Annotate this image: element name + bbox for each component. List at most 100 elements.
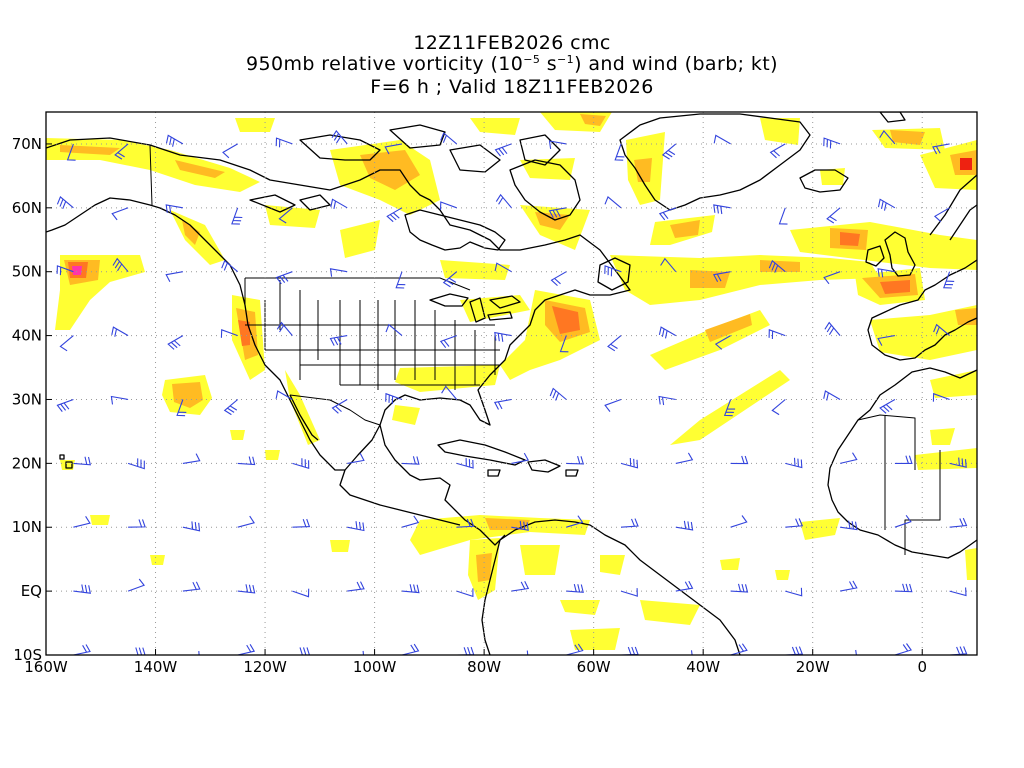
wind-barb <box>456 518 475 528</box>
vort-patch <box>965 548 977 580</box>
wind-barb <box>128 519 146 528</box>
vort-patch <box>760 260 800 272</box>
coast-africa <box>827 367 977 559</box>
wind-barb <box>292 458 310 470</box>
lat-label: EQ <box>21 582 42 600</box>
vort-patch <box>720 558 740 570</box>
wind-barb <box>566 583 584 593</box>
coast-baffin <box>509 159 581 221</box>
lat-label: 10N <box>12 518 42 536</box>
wind-barb <box>675 452 694 464</box>
wind-barb <box>494 331 512 342</box>
wind-barb <box>730 583 749 593</box>
wind-barb <box>165 271 183 282</box>
political-borders <box>149 144 500 390</box>
vort-patch <box>552 306 580 334</box>
lon-label: 100W <box>353 658 397 676</box>
wind-barb <box>401 584 420 594</box>
title-field-mid: s <box>540 53 558 75</box>
wind-barb <box>56 398 74 412</box>
wind-barb <box>785 518 804 528</box>
vort-patch <box>960 158 972 170</box>
wind-barb <box>329 335 348 346</box>
wind-barb <box>566 455 585 465</box>
africa-borders <box>857 414 941 555</box>
wind-barb <box>331 399 348 414</box>
vort-patch <box>265 205 320 228</box>
vort-patch <box>90 515 110 525</box>
wind-barb <box>112 257 129 273</box>
title-run: 12Z11FEB2026 cmc <box>413 32 611 54</box>
vort-patch <box>690 270 730 288</box>
wind-barb <box>237 515 255 528</box>
lat-label: 50N <box>12 263 42 281</box>
wind-barb <box>840 520 858 531</box>
lon-label: 80W <box>467 658 501 676</box>
wind-barb <box>56 265 74 276</box>
vort-patch <box>235 118 275 132</box>
wind-barb <box>614 143 625 161</box>
wind-barb <box>127 578 145 592</box>
wind-barb <box>495 193 512 209</box>
wind-barb <box>73 456 92 466</box>
map-title: 12Z11FEB2026 cmc 950mb relative vorticit… <box>0 33 1024 98</box>
wind-barb <box>401 456 420 465</box>
vort-patch <box>330 540 350 552</box>
vort-patch <box>175 160 225 178</box>
wind-barb <box>511 581 530 592</box>
vort-patch <box>880 280 910 294</box>
lon-label: 20W <box>796 658 830 676</box>
title-field-pre: 950mb relative vorticity (10 <box>246 53 524 75</box>
wind-barb <box>231 207 243 225</box>
wind-barb <box>620 457 639 469</box>
wind-barb <box>660 257 677 273</box>
coast-north-america <box>46 137 631 546</box>
wind-barb <box>933 207 950 223</box>
wind-barb <box>839 452 858 464</box>
wind-barb <box>275 271 293 285</box>
coast-britain <box>884 231 916 277</box>
wind-barb <box>826 207 841 224</box>
wind-barb <box>275 390 293 400</box>
wind-barb <box>401 515 420 528</box>
vorticity-shading <box>46 112 977 650</box>
wind-barb <box>222 143 238 159</box>
wind-barb <box>949 517 968 528</box>
wind-barb <box>493 398 512 410</box>
wind-barb <box>604 195 622 209</box>
wind-barb <box>730 515 748 528</box>
vort-patch <box>392 405 420 425</box>
vort-patch <box>172 382 203 408</box>
wind-barb <box>237 644 256 655</box>
wind-barb <box>778 207 788 225</box>
coast-greenland <box>619 113 811 211</box>
wind-barb <box>723 399 736 417</box>
coast-great-lakes <box>429 293 521 323</box>
wind-barb <box>675 580 694 592</box>
wind-barb <box>712 271 731 282</box>
vort-patch <box>775 570 790 580</box>
wind-barb <box>607 335 622 352</box>
vort-patch <box>150 555 165 565</box>
wind-barb <box>441 385 458 400</box>
vort-patch <box>920 140 977 190</box>
vort-patch <box>890 130 925 145</box>
vort-patch <box>485 518 530 530</box>
wind-barb <box>620 588 638 597</box>
wind-barb <box>768 329 786 340</box>
vort-patch <box>840 232 860 246</box>
map-frame <box>45 111 978 656</box>
wind-barb <box>823 271 841 285</box>
wind-barb <box>566 515 584 528</box>
wind-barb <box>933 323 950 337</box>
wind-barb <box>292 647 310 655</box>
wind-barb <box>347 650 365 655</box>
wind-barb <box>879 129 896 145</box>
mexico-border <box>289 394 381 426</box>
wind-barb <box>675 650 693 655</box>
wind-barb <box>877 198 896 211</box>
wind-barb <box>456 458 474 469</box>
vort-patch <box>520 545 560 575</box>
wind-barb <box>823 390 841 401</box>
wind-barb <box>785 457 803 469</box>
